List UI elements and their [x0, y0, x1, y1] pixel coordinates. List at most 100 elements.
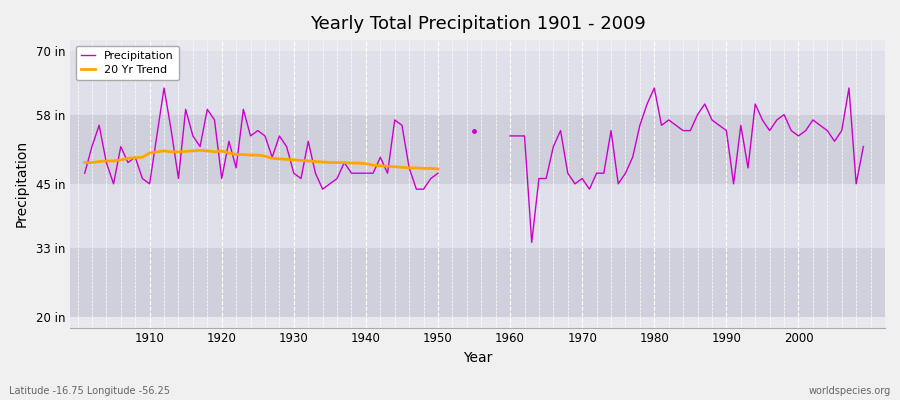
Title: Yearly Total Precipitation 1901 - 2009: Yearly Total Precipitation 1901 - 2009: [310, 15, 645, 33]
20 Yr Trend: [194, 148, 205, 153]
Precipitation: [361, 171, 372, 176]
Precipitation: [202, 107, 212, 112]
Precipitation: [101, 160, 112, 165]
20 Yr Trend: [361, 161, 372, 166]
20 Yr Trend: [354, 161, 364, 166]
Precipitation: [404, 166, 415, 170]
Precipitation: [86, 144, 97, 149]
20 Yr Trend: [295, 158, 306, 163]
20 Yr Trend: [151, 150, 162, 154]
Precipitation: [122, 160, 133, 165]
Precipitation: [173, 176, 184, 181]
Precipitation: [230, 166, 241, 170]
20 Yr Trend: [433, 166, 444, 171]
20 Yr Trend: [382, 164, 393, 169]
Precipitation: [245, 134, 256, 138]
20 Yr Trend: [238, 152, 248, 157]
20 Yr Trend: [245, 153, 256, 158]
20 Yr Trend: [274, 156, 284, 161]
20 Yr Trend: [223, 150, 234, 155]
Bar: [70, 115, 885, 184]
Precipitation: [354, 171, 364, 176]
Precipitation: [238, 107, 248, 112]
Line: Precipitation: Precipitation: [85, 88, 438, 189]
20 Yr Trend: [397, 165, 408, 170]
Precipitation: [382, 171, 393, 176]
20 Yr Trend: [216, 148, 227, 153]
20 Yr Trend: [325, 160, 336, 165]
Precipitation: [151, 134, 162, 138]
20 Yr Trend: [332, 160, 343, 165]
20 Yr Trend: [101, 158, 112, 163]
Precipitation: [390, 118, 400, 122]
Precipitation: [325, 182, 336, 186]
Bar: [70, 51, 885, 115]
20 Yr Trend: [187, 148, 198, 153]
20 Yr Trend: [418, 166, 429, 171]
Precipitation: [166, 128, 176, 133]
Y-axis label: Precipitation: Precipitation: [15, 140, 29, 228]
20 Yr Trend: [288, 158, 299, 162]
Precipitation: [375, 155, 386, 160]
Precipitation: [194, 144, 205, 149]
Precipitation: [310, 171, 320, 176]
Precipitation: [115, 144, 126, 149]
20 Yr Trend: [411, 166, 422, 170]
20 Yr Trend: [166, 150, 176, 154]
Precipitation: [302, 139, 313, 144]
20 Yr Trend: [144, 150, 155, 155]
20 Yr Trend: [173, 150, 184, 154]
Precipitation: [94, 123, 104, 128]
Text: Latitude -16.75 Longitude -56.25: Latitude -16.75 Longitude -56.25: [9, 386, 170, 396]
Precipitation: [137, 176, 148, 181]
Legend: Precipitation, 20 Yr Trend: Precipitation, 20 Yr Trend: [76, 46, 179, 80]
Precipitation: [397, 123, 408, 128]
Precipitation: [180, 107, 191, 112]
20 Yr Trend: [310, 159, 320, 164]
X-axis label: Year: Year: [463, 351, 492, 365]
20 Yr Trend: [252, 153, 263, 158]
Bar: [70, 184, 885, 248]
20 Yr Trend: [302, 158, 313, 163]
20 Yr Trend: [404, 166, 415, 170]
20 Yr Trend: [390, 164, 400, 169]
20 Yr Trend: [202, 148, 212, 153]
Precipitation: [346, 171, 357, 176]
20 Yr Trend: [426, 166, 436, 171]
20 Yr Trend: [230, 152, 241, 157]
Precipitation: [288, 171, 299, 176]
20 Yr Trend: [86, 160, 97, 165]
20 Yr Trend: [317, 160, 328, 164]
Precipitation: [223, 139, 234, 144]
Precipitation: [339, 160, 350, 165]
Precipitation: [209, 118, 220, 122]
20 Yr Trend: [266, 156, 277, 161]
Precipitation: [216, 176, 227, 181]
20 Yr Trend: [346, 161, 357, 166]
20 Yr Trend: [375, 163, 386, 168]
Precipitation: [252, 128, 263, 133]
Text: worldspecies.org: worldspecies.org: [809, 386, 891, 396]
Precipitation: [266, 155, 277, 160]
20 Yr Trend: [281, 157, 292, 162]
Precipitation: [274, 134, 284, 138]
Precipitation: [433, 171, 444, 176]
Precipitation: [144, 182, 155, 186]
Precipitation: [130, 155, 140, 160]
Precipitation: [295, 176, 306, 181]
20 Yr Trend: [79, 160, 90, 165]
20 Yr Trend: [339, 160, 350, 165]
Precipitation: [426, 176, 436, 181]
20 Yr Trend: [259, 154, 270, 158]
20 Yr Trend: [94, 159, 104, 164]
20 Yr Trend: [368, 163, 379, 168]
Bar: [70, 248, 885, 317]
Precipitation: [281, 144, 292, 149]
Precipitation: [79, 171, 90, 176]
Precipitation: [368, 171, 379, 176]
20 Yr Trend: [122, 156, 133, 161]
20 Yr Trend: [115, 158, 126, 162]
20 Yr Trend: [130, 155, 140, 160]
20 Yr Trend: [137, 155, 148, 160]
Precipitation: [108, 182, 119, 186]
